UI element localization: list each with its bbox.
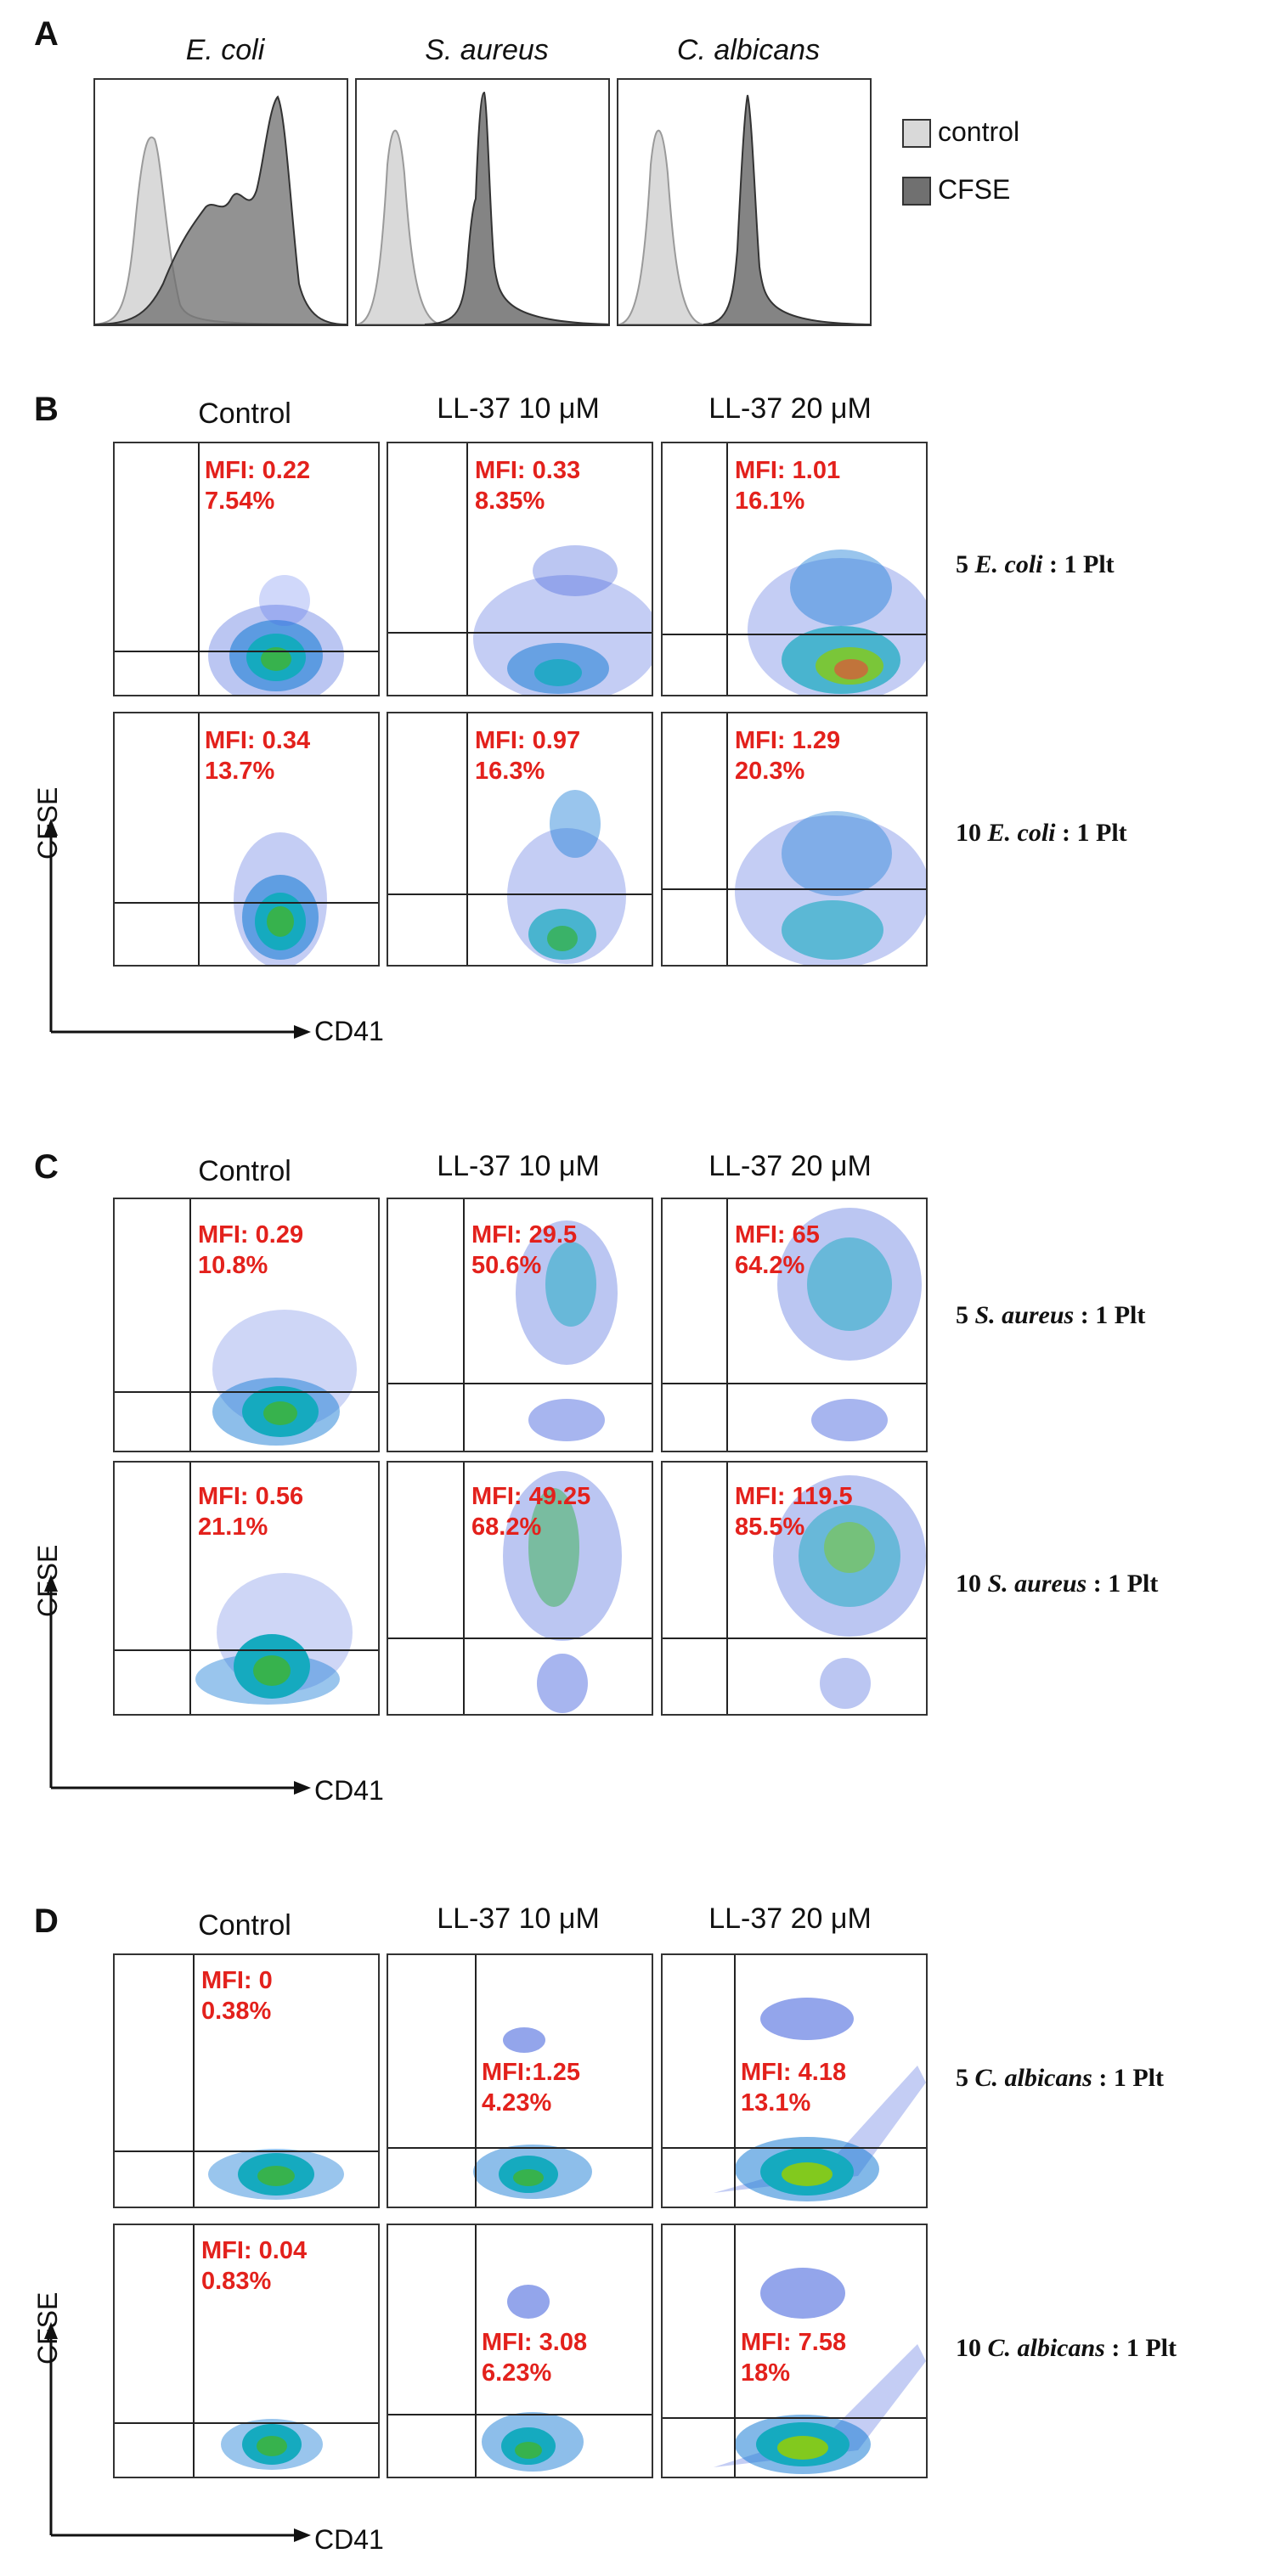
panel-letter-d: D <box>34 1902 59 1940</box>
axis-arrows-d <box>44 2322 311 2542</box>
x-axis-label-c: CD41 <box>314 1775 384 1806</box>
percent-value: 16.1% <box>735 488 805 515</box>
scatter-plot-b1-ll37-20: MFI: 1.01 16.1% <box>661 442 928 696</box>
mfi-value: MFI: 0.22 <box>205 457 311 484</box>
mfi-value: MFI: 1.29 <box>735 727 841 754</box>
mfi-value: MFI: 29.5 <box>471 1221 578 1249</box>
row-label-d2: 10 C. albicans : 1 Plt <box>956 2334 1177 2362</box>
column-header-ll37-20: LL-37 20 μM <box>708 1902 872 1935</box>
mfi-value: MFI: 0 <box>201 1967 273 1994</box>
histogram-title-ecoli: E. coli <box>185 34 265 66</box>
y-axis-label-c: CFSE <box>32 1544 63 1617</box>
scatter-plot-d2-ll37-10: MFI: 3.08 6.23% <box>387 2224 653 2478</box>
percent-value: 64.2% <box>735 1252 805 1279</box>
scatter-plot-c1-ll37-10: MFI: 29.5 50.6% <box>387 1198 653 1452</box>
mfi-value: MFI: 0.29 <box>198 1221 304 1249</box>
y-axis-label-d: CFSE <box>32 2291 63 2365</box>
scatter-plot-b1-control: MFI: 0.22 7.54% <box>113 442 380 696</box>
axis-arrows-c <box>44 1575 311 1795</box>
percent-value: 16.3% <box>475 758 545 785</box>
histogram-ecoli <box>93 78 348 326</box>
scatter-plot-d1-control: MFI: 0 0.38% <box>113 1953 380 2208</box>
scatter-plot-d1-ll37-10: MFI:1.25 4.23% <box>387 1953 653 2208</box>
panel-letter-b: B <box>34 391 59 428</box>
legend-label-control: control <box>938 116 1020 147</box>
column-header-ll37-10: LL-37 10 μM <box>437 1150 600 1182</box>
mfi-value: MFI: 119.5 <box>735 1483 853 1510</box>
histogram-title-saureus: S. aureus <box>425 34 549 66</box>
percent-value: 68.2% <box>471 1513 542 1541</box>
panel-letter-c: C <box>34 1148 59 1186</box>
percent-value: 50.6% <box>471 1252 542 1279</box>
column-header-control: Control <box>198 1155 291 1187</box>
histogram-cfse-curve <box>703 94 870 324</box>
x-axis-label-b: CD41 <box>314 1016 384 1046</box>
percent-value: 0.83% <box>201 2268 272 2295</box>
percent-value: 85.5% <box>735 1513 805 1541</box>
mfi-value: MFI: 0.56 <box>198 1483 304 1510</box>
column-header-control: Control <box>198 1909 291 1942</box>
mfi-value: MFI: 7.58 <box>741 2329 847 2356</box>
mfi-value: MFI: 0.04 <box>201 2237 308 2264</box>
histogram-control-curve <box>618 130 704 324</box>
row-label-b1: 5 E. coli : 1 Plt <box>956 550 1115 578</box>
percent-value: 6.23% <box>482 2359 552 2387</box>
percent-value: 21.1% <box>198 1513 268 1541</box>
percent-value: 20.3% <box>735 758 805 785</box>
percent-value: 18% <box>741 2359 791 2387</box>
histogram-cfse-curve <box>424 91 608 324</box>
scatter-plot-d1-ll37-20: MFI: 4.18 13.1% <box>661 1953 928 2208</box>
row-label-c2: 10 S. aureus : 1 Plt <box>956 1570 1159 1598</box>
scatter-plot-c2-ll37-20: MFI: 119.5 85.5% <box>661 1461 928 1716</box>
axis-arrows-b <box>44 819 311 1039</box>
mfi-value: MFI: 1.01 <box>735 457 841 484</box>
column-header-ll37-20: LL-37 20 μM <box>708 392 872 425</box>
y-axis-label-b: CFSE <box>32 786 63 860</box>
histogram-control-curve <box>357 130 443 324</box>
column-header-ll37-20: LL-37 20 μM <box>708 1150 872 1182</box>
scatter-plot-d2-control: MFI: 0.04 0.83% <box>113 2224 380 2478</box>
scatter-plot-b2-ll37-20: MFI: 1.29 20.3% <box>661 712 928 967</box>
mfi-value: MFI: 4.18 <box>741 2059 847 2086</box>
mfi-value: MFI: 3.08 <box>482 2329 588 2356</box>
mfi-value: MFI:1.25 <box>482 2059 581 2086</box>
row-label-d1: 5 C. albicans : 1 Plt <box>956 2064 1164 2092</box>
panel-letter-a: A <box>34 15 59 53</box>
mfi-value: MFI: 65 <box>735 1221 820 1249</box>
scatter-plot-c1-control: MFI: 0.29 10.8% <box>113 1198 380 1452</box>
x-axis-label-d: CD41 <box>314 2524 384 2555</box>
mfi-value: MFI: 0.33 <box>475 457 581 484</box>
histogram-saureus <box>355 78 610 326</box>
percent-value: 0.38% <box>201 1998 272 2025</box>
histogram-cfse-curve <box>95 95 347 324</box>
column-header-control: Control <box>198 397 291 430</box>
scatter-plot-d2-ll37-20: MFI: 7.58 18% <box>661 2224 928 2478</box>
percent-value: 7.54% <box>205 488 275 515</box>
scatter-plot-c2-control: MFI: 0.56 21.1% <box>113 1461 380 1716</box>
percent-value: 13.7% <box>205 758 275 785</box>
percent-value: 4.23% <box>482 2089 552 2117</box>
legend-swatch-cfse <box>902 177 931 206</box>
histogram-title-calbicans: C. albicans <box>676 34 821 66</box>
percent-value: 10.8% <box>198 1252 268 1279</box>
column-header-ll37-10: LL-37 10 μM <box>437 1902 600 1935</box>
row-label-c1: 5 S. aureus : 1 Plt <box>956 1301 1146 1329</box>
scatter-plot-b2-control: MFI: 0.34 13.7% <box>113 712 380 967</box>
histogram-calbicans <box>617 78 872 326</box>
row-label-b2: 10 E. coli : 1 Plt <box>956 819 1127 847</box>
scatter-plot-c1-ll37-20: MFI: 65 64.2% <box>661 1198 928 1452</box>
legend-swatch-control <box>902 119 931 148</box>
column-header-ll37-10: LL-37 10 μM <box>437 392 600 425</box>
scatter-plot-c2-ll37-10: MFI: 49.25 68.2% <box>387 1461 653 1716</box>
scatter-plot-b1-ll37-10: MFI: 0.33 8.35% <box>387 442 653 696</box>
legend-label-cfse: CFSE <box>938 174 1011 205</box>
mfi-value: MFI: 0.34 <box>205 727 311 754</box>
mfi-value: MFI: 49.25 <box>471 1483 591 1510</box>
percent-value: 8.35% <box>475 488 545 515</box>
scatter-plot-b2-ll37-10: MFI: 0.97 16.3% <box>387 712 653 967</box>
mfi-value: MFI: 0.97 <box>475 727 581 754</box>
percent-value: 13.1% <box>741 2089 811 2117</box>
